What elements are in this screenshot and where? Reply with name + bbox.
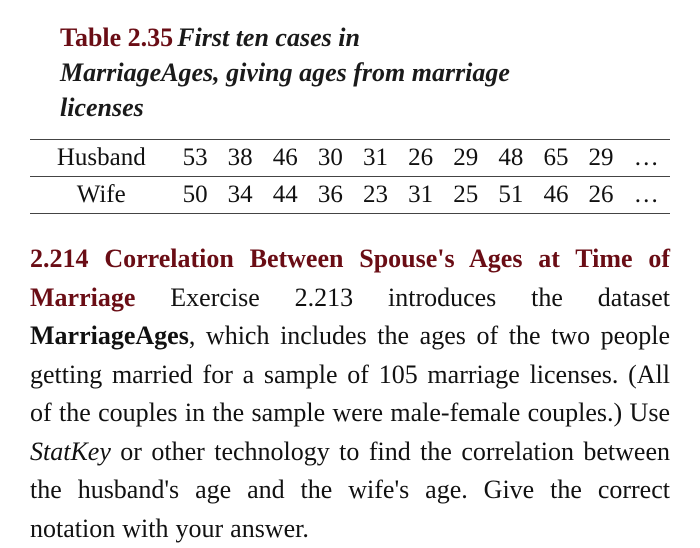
cell: 48 [488, 140, 533, 177]
table-title-line2: MarriageAges, giving ages from marriage [60, 58, 510, 87]
cell: 29 [443, 140, 488, 177]
cell: 29 [579, 140, 624, 177]
row-ellipsis: … [624, 140, 670, 177]
page: Table 2.35 First ten cases in MarriageAg… [0, 0, 700, 548]
table-title-line1: First ten cases in [177, 23, 360, 52]
table-caption: Table 2.35 First ten cases in MarriageAg… [60, 20, 640, 125]
dataset-name: MarriageAges [30, 321, 189, 350]
cell: 31 [353, 140, 398, 177]
cell: 26 [398, 140, 443, 177]
cell: 31 [398, 177, 443, 214]
cell: 34 [218, 177, 263, 214]
cell: 51 [488, 177, 533, 214]
cell: 36 [308, 177, 353, 214]
row-label-wife: Wife [30, 177, 173, 214]
exercise-number: 2.214 [30, 244, 89, 273]
cell: 25 [443, 177, 488, 214]
exercise-emph: StatKey [30, 437, 111, 466]
data-table: Husband 53 38 46 30 31 26 29 48 65 29 … … [30, 139, 670, 214]
cell: 53 [173, 140, 218, 177]
table-row: Wife 50 34 44 36 23 31 25 51 46 26 … [30, 177, 670, 214]
cell: 65 [533, 140, 578, 177]
exercise-body-post: or other technology to find the correlat… [30, 437, 670, 543]
cell: 50 [173, 177, 218, 214]
cell: 46 [263, 140, 308, 177]
cell: 44 [263, 177, 308, 214]
cell: 46 [533, 177, 578, 214]
cell: 38 [218, 140, 263, 177]
exercise-block: 2.214 Correlation Between Spouse's Ages … [30, 240, 670, 548]
cell: 23 [353, 177, 398, 214]
exercise-body-pre: Exercise 2.213 introduces the dataset [170, 283, 670, 312]
row-ellipsis: … [624, 177, 670, 214]
table-title-line3: licenses [60, 93, 144, 122]
row-label-husband: Husband [30, 140, 173, 177]
table-row: Husband 53 38 46 30 31 26 29 48 65 29 … [30, 140, 670, 177]
cell: 26 [579, 177, 624, 214]
table-label: Table 2.35 [60, 23, 173, 52]
cell: 30 [308, 140, 353, 177]
